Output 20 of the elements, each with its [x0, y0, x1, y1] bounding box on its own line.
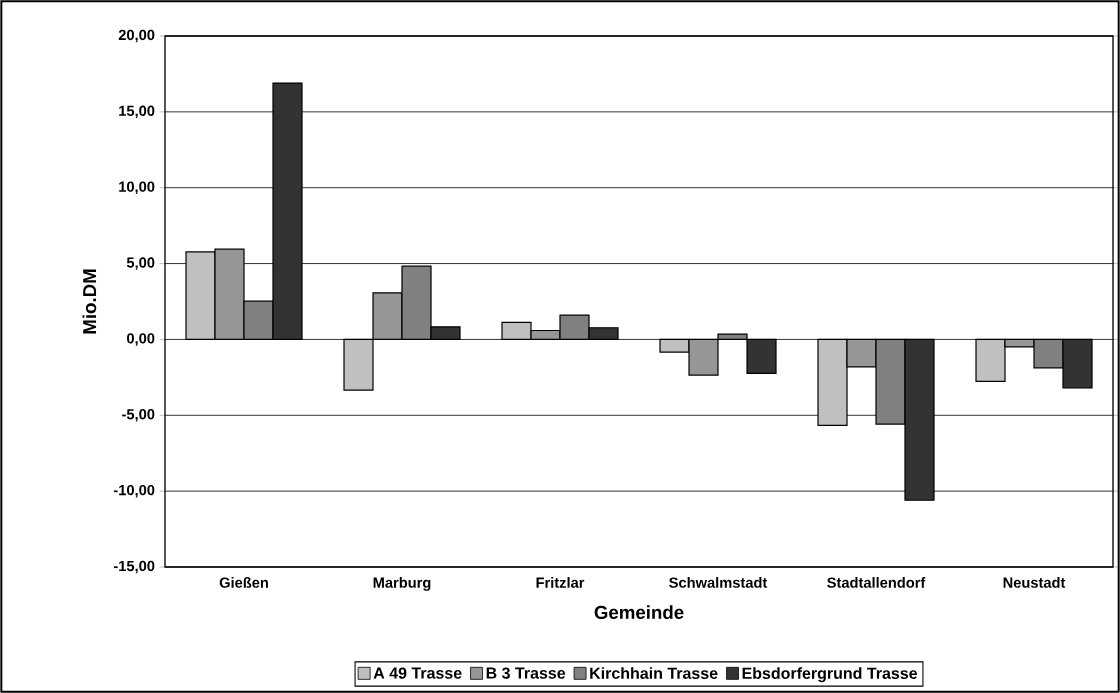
x-tick-label: Neustadt — [1003, 577, 1066, 588]
x-tick-label: Fritzlar — [536, 577, 585, 588]
legend-label: Kirchhain Trasse — [590, 667, 718, 679]
y-tick-label: 5,00 — [126, 257, 155, 270]
y-tick-label: 15,00 — [119, 105, 155, 119]
x-tick-label: Marburg — [373, 577, 431, 591]
x-tick-label: Gießen — [219, 577, 268, 588]
y-tick-label: 10,00 — [119, 181, 155, 194]
x-tick-label: Schwalmstadt — [669, 577, 768, 588]
y-tick-label: 20,00 — [118, 29, 155, 43]
legend-label: Ebsdorfergrund Trasse — [742, 667, 918, 683]
legend-label: B 3 Trasse — [486, 667, 566, 679]
x-tick-label: Stadtallendorf — [827, 577, 926, 588]
y-tick-label: -5,00 — [122, 409, 155, 422]
y-axis-title: Mio.DM — [82, 269, 97, 334]
y-tick-label: 0,00 — [127, 333, 155, 346]
y-tick-label: -10,00 — [113, 484, 155, 498]
legend-label: A 49 Trasse — [373, 667, 462, 679]
y-tick-label: -15,00 — [113, 560, 155, 574]
x-axis-title: Gemeinde — [594, 605, 684, 619]
